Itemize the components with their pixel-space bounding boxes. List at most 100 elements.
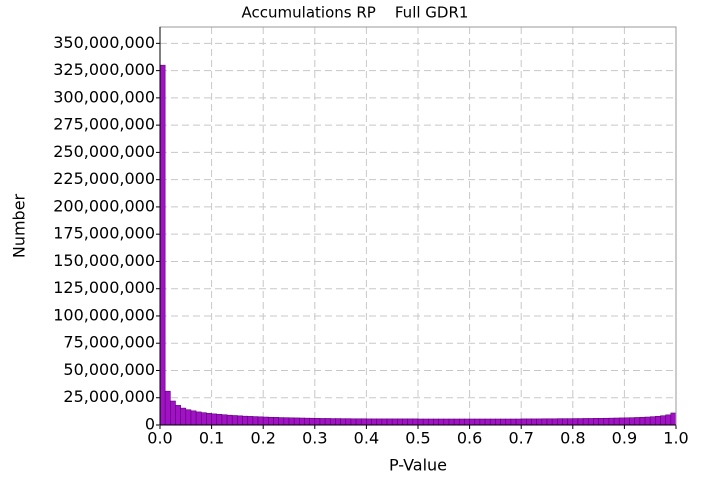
bar xyxy=(655,415,661,426)
bar xyxy=(381,418,388,426)
bar xyxy=(577,418,584,426)
bar xyxy=(644,416,651,426)
bar xyxy=(541,418,548,426)
bar xyxy=(469,418,476,426)
bar xyxy=(500,418,507,426)
bar xyxy=(231,415,238,426)
y-tick-label: 225,000,000 xyxy=(53,169,155,188)
bar xyxy=(366,418,372,426)
bar xyxy=(283,417,290,426)
bar xyxy=(397,418,403,426)
bar xyxy=(484,418,491,426)
bar xyxy=(603,417,610,426)
bar xyxy=(639,416,646,426)
bar xyxy=(252,416,259,426)
x-tick-label: 0.5 xyxy=(405,429,430,448)
y-tick-label: 300,000,000 xyxy=(53,87,155,106)
bar xyxy=(304,417,310,426)
bar xyxy=(536,418,543,426)
x-tick-label: 1.0 xyxy=(663,429,688,448)
y-tick-label: 200,000,000 xyxy=(53,196,155,215)
x-tick-label: 0.6 xyxy=(457,429,482,448)
bar xyxy=(247,416,254,426)
bar xyxy=(262,416,269,426)
x-tick-label: 0.2 xyxy=(250,429,275,448)
bar xyxy=(433,418,439,426)
bar xyxy=(309,417,316,426)
bar xyxy=(371,418,378,426)
bar xyxy=(587,418,594,426)
bar xyxy=(407,418,414,426)
chart-title: Accumulations RP Full GDR1 xyxy=(242,4,469,22)
bar xyxy=(319,418,326,426)
bar xyxy=(412,418,419,426)
bar xyxy=(443,418,450,426)
bar xyxy=(185,409,192,426)
bar xyxy=(200,412,207,426)
bar xyxy=(422,418,429,426)
y-tick-label: 25,000,000 xyxy=(63,387,155,406)
bar xyxy=(608,417,615,426)
bar xyxy=(159,64,166,426)
bar xyxy=(221,414,228,426)
bar xyxy=(649,416,656,426)
bar xyxy=(360,418,367,426)
bar xyxy=(391,418,398,426)
bar xyxy=(376,418,383,426)
bar xyxy=(515,418,522,426)
bar xyxy=(278,417,285,426)
bar xyxy=(268,416,274,426)
bar xyxy=(464,418,470,426)
bar xyxy=(624,417,630,426)
y-tick-label: 75,000,000 xyxy=(63,333,155,352)
x-tick-label: 0.7 xyxy=(508,429,533,448)
y-axis-label: Number xyxy=(10,193,29,258)
x-axis-label: P-Value xyxy=(389,456,447,475)
bar xyxy=(340,418,347,426)
bar xyxy=(458,418,465,426)
bar xyxy=(216,414,223,426)
bar xyxy=(670,412,677,426)
y-tick-label: 100,000,000 xyxy=(53,305,155,324)
bar xyxy=(613,417,620,426)
bar xyxy=(257,416,264,426)
bar xyxy=(288,417,295,426)
bar xyxy=(479,418,486,426)
bar xyxy=(299,417,305,426)
bar xyxy=(453,418,460,426)
x-tick-label: 0.3 xyxy=(302,429,327,448)
y-tick-label: 275,000,000 xyxy=(53,115,155,134)
bar xyxy=(572,418,579,426)
bar xyxy=(226,414,233,426)
bar xyxy=(314,418,321,426)
bar xyxy=(531,418,537,426)
bar xyxy=(335,418,341,426)
y-tick-label: 125,000,000 xyxy=(53,278,155,297)
x-tick-label: 0.0 xyxy=(147,429,172,448)
bar xyxy=(505,418,512,426)
bar xyxy=(510,418,517,426)
bar xyxy=(546,418,553,426)
bar xyxy=(417,418,424,426)
bar xyxy=(634,417,641,426)
bar xyxy=(355,418,362,426)
bar xyxy=(345,418,352,426)
bar xyxy=(557,418,563,426)
bar xyxy=(324,418,331,426)
bar xyxy=(242,415,249,426)
bar xyxy=(190,410,197,426)
bar xyxy=(164,390,171,426)
bar xyxy=(211,413,218,426)
bar xyxy=(629,417,636,426)
bar xyxy=(386,418,393,426)
bar xyxy=(273,417,279,426)
y-tick-label: 150,000,000 xyxy=(53,251,155,270)
bar xyxy=(428,418,434,426)
bar xyxy=(567,418,574,426)
bar xyxy=(495,418,501,426)
bar xyxy=(350,418,357,426)
x-tick-label: 0.4 xyxy=(354,429,379,448)
bar xyxy=(618,417,625,426)
